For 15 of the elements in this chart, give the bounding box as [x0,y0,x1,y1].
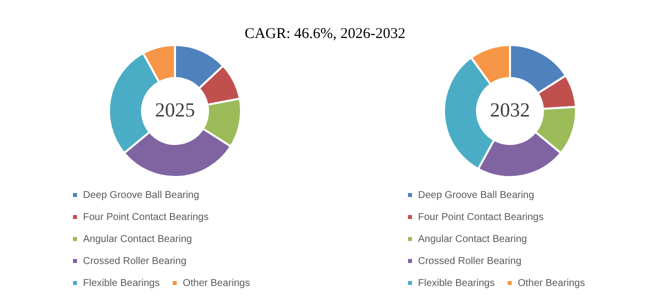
legend-label: Crossed Roller Bearing [418,256,522,267]
text: 2025 [155,99,195,122]
legend-label: Angular Contact Bearing [418,234,527,245]
legend-label: Flexible Bearings [83,278,160,289]
legend-label: Other Bearings [182,278,250,289]
legend-label: Deep Groove Ball Bearing [418,190,534,201]
legend-label: Crossed Roller Bearing [83,256,186,267]
legend-label: Angular Contact Bearing [83,234,192,245]
text: 2032 [490,99,530,122]
legend-label: Four Point Contact Bearings [83,212,209,223]
text: CAGR: 46.6%, 2026-2032 [244,26,406,43]
legend-label: Deep Groove Ball Bearing [83,190,200,201]
legend-label: Other Bearings [518,278,585,289]
legend-label: Four Point Contact Bearings [418,212,544,223]
legend-label: Flexible Bearings [418,278,495,289]
